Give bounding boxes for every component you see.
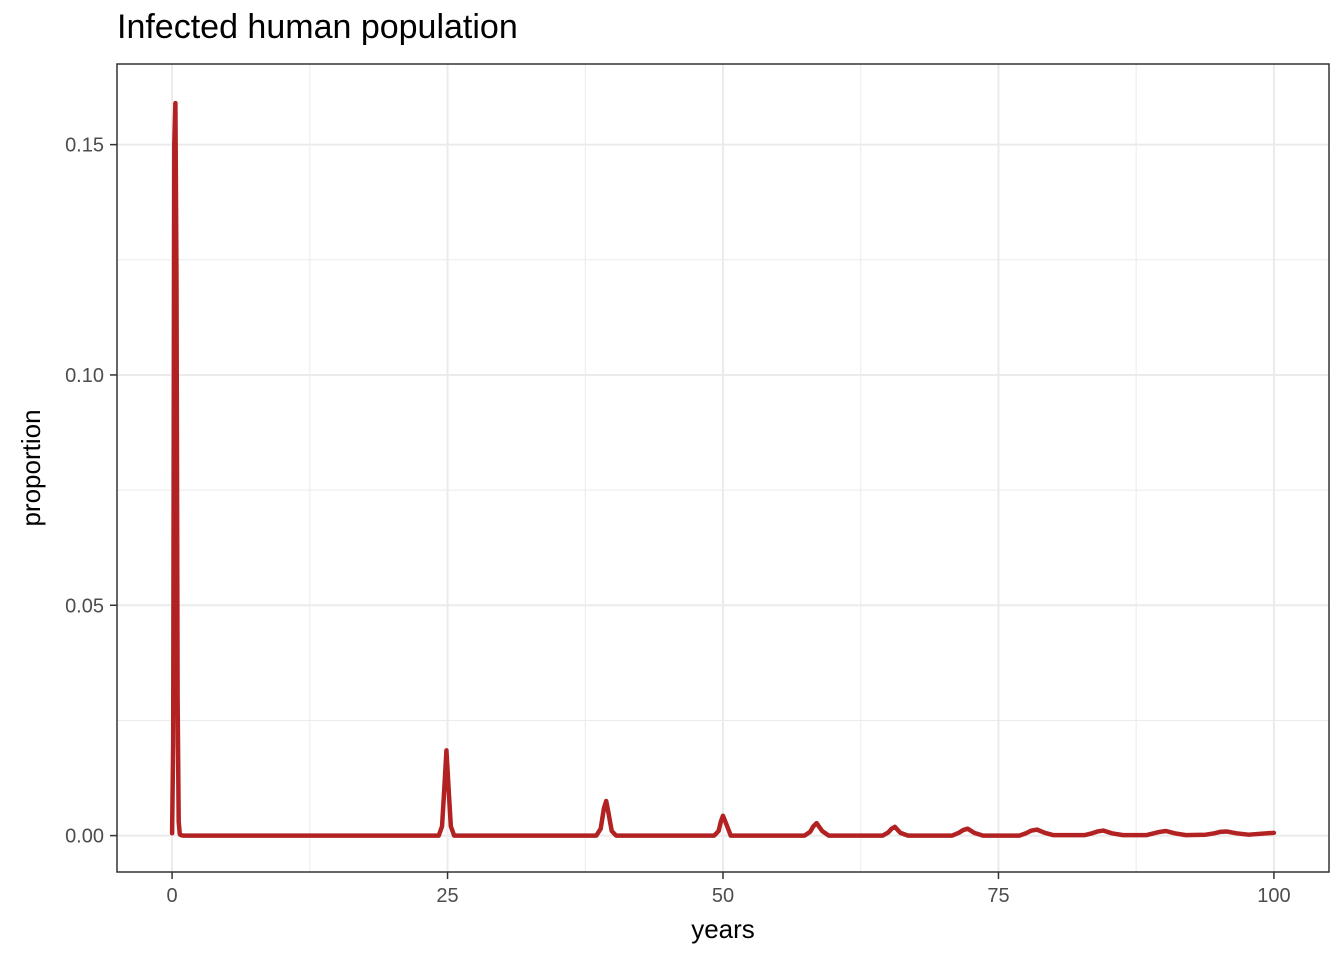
y-tick-label: 0.15	[65, 135, 104, 157]
series-line	[169, 100, 1277, 838]
x-tick-label: 0	[167, 885, 178, 907]
y-tick-label: 0.10	[65, 365, 104, 387]
x-tick-label: 100	[1257, 885, 1290, 907]
x-tick-label: 75	[987, 885, 1009, 907]
chart-title: Infected human population	[117, 8, 518, 46]
grid-lines	[117, 64, 1329, 872]
x-tick-label: 50	[712, 885, 734, 907]
axes: 0 25 50 75 100 0.00 0.05 0.10 0.15	[65, 135, 1291, 907]
y-tick-label: 0.05	[65, 595, 104, 617]
x-tick-label: 25	[436, 885, 458, 907]
y-tick-label: 0.00	[65, 826, 104, 848]
y-axis-title: proportion	[16, 409, 46, 526]
x-axis-title: years	[691, 914, 755, 944]
